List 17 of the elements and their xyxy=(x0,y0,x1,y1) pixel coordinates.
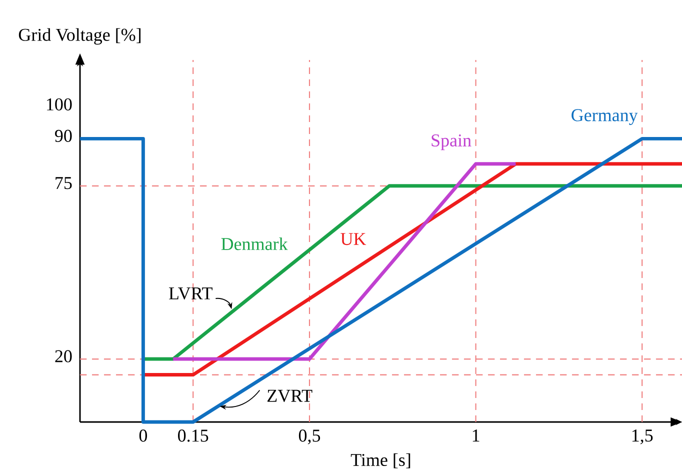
x-tick-label: 0 xyxy=(139,430,148,442)
annotation: ZVRT xyxy=(267,390,312,402)
x-tick-label: 1,5 xyxy=(632,430,653,444)
y-tick-label: 100 xyxy=(47,98,72,110)
annotation: LVRT xyxy=(168,287,212,300)
x-tick-label: 0,5 xyxy=(298,430,320,444)
series-label: Denmark xyxy=(221,237,288,250)
series-label: Spain xyxy=(432,134,472,150)
y-tick-label: 75 xyxy=(56,177,72,190)
y-tick-label: 90 xyxy=(55,130,72,142)
y-tick-label: 20 xyxy=(55,350,72,362)
y-axis-title: Grid Voltage [%] xyxy=(18,28,140,45)
x-tick-label: 0.15 xyxy=(178,430,208,442)
series-label: Germany xyxy=(572,109,638,125)
x-axis-title: Time [s] xyxy=(350,453,410,468)
x-tick-label: 1 xyxy=(472,430,480,442)
series-label: UK xyxy=(340,233,366,246)
